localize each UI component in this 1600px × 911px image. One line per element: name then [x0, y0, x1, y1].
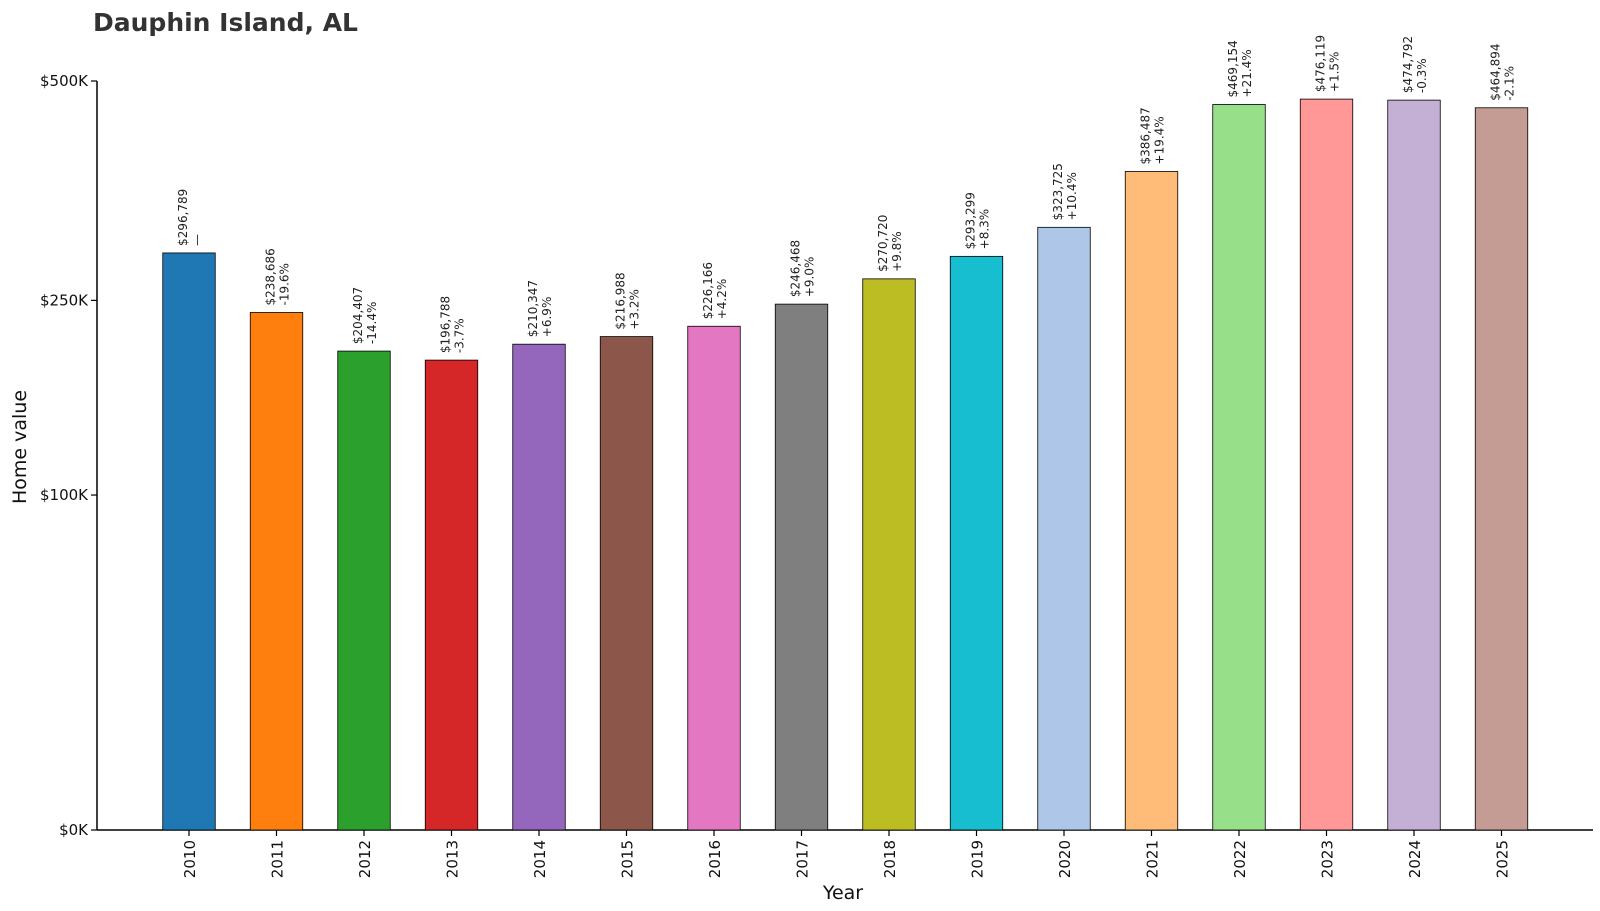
bar-2025 [1474, 107, 1529, 831]
x-tick-label: 2010 [181, 840, 199, 878]
bar-change-label: -2.1% [1503, 66, 1517, 101]
y-tick-label: $500K [40, 72, 89, 90]
bar-change-label: +21.4% [1240, 49, 1254, 97]
bar-value-label: $226,166 [701, 262, 715, 319]
bar-value-label: $474,792 [1401, 36, 1415, 93]
bar-change-label: +10.4% [1065, 172, 1079, 220]
bar-value-label: $296,789 [176, 189, 190, 246]
bar-2017 [774, 303, 829, 831]
bar-value-label: $323,725 [1051, 163, 1065, 220]
bar-2018 [862, 278, 916, 831]
bar-change-label: +1.5% [1328, 52, 1342, 93]
bar-2020 [1037, 226, 1091, 831]
bar-2021 [1124, 171, 1179, 831]
bar-value-label: $469,154 [1226, 40, 1240, 97]
bar-2016 [687, 325, 741, 831]
bar-change-label: -0.3% [1415, 58, 1429, 93]
bar-value-label: $464,894 [1489, 44, 1503, 101]
x-tick-label: 2021 [1144, 840, 1162, 878]
bar-value-label: $293,299 [964, 192, 978, 249]
chart-title: Dauphin Island, AL [93, 8, 358, 37]
bar-2015 [599, 336, 654, 831]
bar-change-label: +8.3% [978, 209, 992, 250]
bar-change-label: -19.6% [278, 263, 292, 305]
bar-2013 [424, 359, 479, 831]
y-axis-label: Home value [9, 390, 31, 504]
x-tick-label: 2017 [794, 840, 812, 878]
x-tick-label: 2019 [969, 840, 987, 878]
y-ticks: $0K $100K $250K $500K [40, 72, 97, 839]
bar-2022 [1212, 104, 1266, 831]
bar-2019 [949, 255, 1004, 831]
x-ticks: 2010 2011 2012 2013 2014 2015 2016 2017 2018 2019… [181, 830, 1512, 878]
bar-change-label: +3.2% [628, 289, 642, 330]
x-tick-label: 2023 [1319, 840, 1337, 878]
bar-change-label: — [190, 234, 204, 246]
x-tick-label: 2020 [1056, 840, 1074, 878]
y-tick-label: $250K [40, 291, 89, 309]
bar-value-label: $204,407 [351, 287, 365, 344]
bar-change-label: -3.7% [453, 318, 467, 353]
bar-2023 [1299, 98, 1354, 831]
bar-change-label: +19.4% [1153, 116, 1167, 164]
x-tick-label: 2013 [444, 840, 462, 878]
bar-change-label: +4.2% [715, 279, 729, 320]
bar-2014 [512, 343, 566, 831]
x-axis-label: Year [822, 882, 863, 904]
bar-change-label: +9.0% [803, 257, 817, 298]
bar-change-label: +9.8% [890, 231, 904, 272]
x-tick-label: 2011 [269, 840, 287, 878]
bar-2012 [337, 350, 391, 831]
y-tick-label: $100K [40, 486, 89, 504]
bar-2010 [162, 252, 216, 831]
bar-value-label: $238,686 [264, 248, 278, 305]
bar-value-label: $216,988 [614, 272, 628, 329]
bar-change-label: +6.9% [540, 297, 554, 338]
x-tick-label: 2022 [1231, 840, 1249, 878]
bar-value-label: $246,468 [789, 240, 803, 297]
bar-value-label: $270,720 [876, 215, 890, 272]
bar-value-label: $386,487 [1139, 107, 1153, 164]
y-tick-label: $0K [59, 821, 89, 839]
bar-value-label: $476,119 [1314, 35, 1328, 92]
x-tick-label: 2016 [706, 840, 724, 878]
bar-2024 [1387, 99, 1441, 831]
bar-value-label: $210,347 [526, 280, 540, 337]
x-tick-label: 2014 [531, 840, 549, 878]
x-tick-label: 2018 [881, 840, 899, 878]
x-tick-label: 2025 [1494, 840, 1512, 878]
bar-change-label: -14.4% [365, 302, 379, 344]
x-tick-label: 2012 [356, 840, 374, 878]
x-tick-label: 2024 [1406, 840, 1424, 878]
bars: $296,789 — $238,686 -19.6% $204,407 -14.4% $19… [162, 35, 1529, 831]
bar-value-label: $196,788 [439, 296, 453, 353]
x-tick-label: 2015 [619, 840, 637, 878]
bar-2011 [249, 312, 304, 831]
